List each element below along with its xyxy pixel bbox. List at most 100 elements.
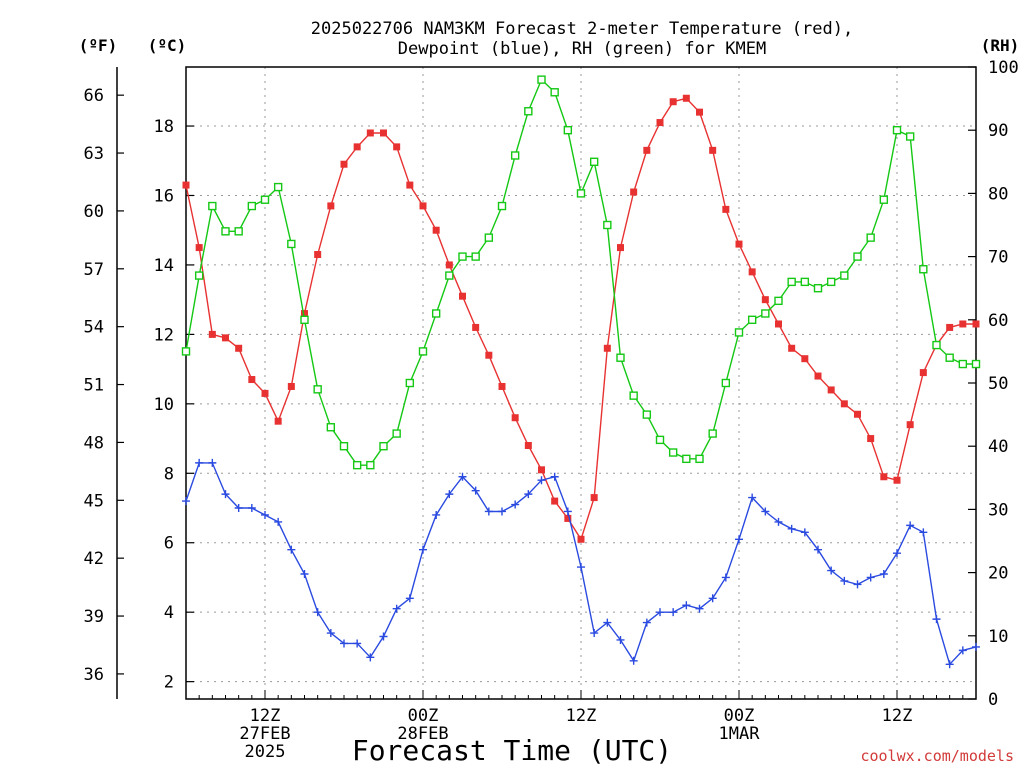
temperature-point [195, 244, 203, 252]
temperature-point [788, 344, 796, 352]
rh-point [971, 359, 981, 369]
temperature-point [445, 261, 453, 269]
dewpoint-point [814, 545, 822, 554]
rh-point [563, 125, 573, 135]
dewpoint-point [932, 615, 941, 624]
celsius-tick-label: 14 [154, 256, 174, 276]
rh-tick-label: 90 [988, 121, 1008, 141]
fahrenheit-tick-label: 54 [84, 318, 104, 338]
dewpoint-point [866, 573, 875, 582]
rh-point [905, 132, 915, 141]
fahrenheit-tick-label: 42 [84, 549, 104, 569]
rh-point [234, 227, 243, 236]
dewpoint-point [958, 646, 967, 655]
dewpoint-point [893, 549, 901, 558]
rh-point [458, 252, 467, 261]
dewpoint-point [906, 521, 915, 530]
rh-unit-label: (RH) [981, 36, 1020, 55]
temperature-point [630, 188, 638, 196]
temperature-point [919, 369, 927, 377]
temperature-point [972, 320, 980, 328]
temperature-point [735, 240, 743, 248]
dewpoint-point [879, 569, 888, 578]
temperature-point [564, 514, 572, 522]
temperature-point [380, 129, 387, 137]
rh-point [181, 347, 191, 356]
temperature-point [393, 143, 401, 151]
fahrenheit-tick-label: 66 [84, 86, 104, 106]
dewpoint-point [669, 608, 678, 617]
rh-point [379, 442, 388, 451]
dewpoint-point [695, 604, 704, 613]
rh-point [273, 182, 283, 192]
temperature-point [274, 417, 282, 425]
temperature-point [485, 351, 493, 359]
celsius-tick-label: 12 [154, 325, 174, 345]
rh-point [629, 391, 638, 400]
celsius-tick-label: 4 [164, 603, 174, 623]
dewpoint-point [563, 507, 572, 516]
rh-point [418, 347, 428, 356]
fahrenheit-tick-label: 36 [84, 665, 104, 685]
dewpoint-point [326, 629, 335, 638]
dewpoint-point [656, 608, 664, 617]
rh-point [247, 201, 257, 211]
rh-point [708, 429, 717, 438]
rh-tick-label: 50 [988, 374, 1008, 394]
dewpoint-point [247, 504, 256, 513]
x-tick-label: 12Z [566, 706, 597, 726]
celsius-tick-label: 2 [164, 673, 174, 693]
rh-point [194, 271, 204, 280]
temperature-point [893, 476, 901, 484]
temperature-point [235, 344, 243, 352]
rh-point [537, 75, 546, 84]
temperature-point [538, 466, 545, 474]
rh-tick-label: 10 [988, 627, 1008, 647]
x-tick-label: 12Z [250, 706, 281, 726]
dewpoint-point [642, 618, 651, 627]
fahrenheit-tick-label: 57 [84, 260, 104, 280]
temperature-point [301, 310, 308, 318]
dewpoint-point [221, 490, 230, 499]
dewpoint-point [340, 639, 348, 648]
temperature-point [748, 268, 756, 276]
dewpoint-point [590, 629, 599, 638]
temperature-point [182, 181, 190, 189]
temperature-point [577, 535, 585, 543]
rh-point [524, 107, 533, 116]
rh-point [287, 239, 296, 249]
celsius-tick-label: 8 [164, 464, 174, 484]
dewpoint-point [708, 594, 717, 603]
dewpoint-point [379, 632, 388, 641]
dewpoint-point [484, 507, 493, 516]
rh-point [366, 460, 375, 470]
temperature-point [603, 344, 611, 352]
rh-point [445, 271, 454, 280]
temperature-point [222, 334, 229, 342]
rh-point [840, 271, 849, 280]
rh-point [326, 423, 336, 432]
rh-point [260, 195, 270, 204]
rh-point [721, 378, 731, 388]
watermark: coolwx.com/models [860, 747, 1014, 765]
dewpoint-point [735, 535, 743, 544]
rh-point [826, 277, 836, 287]
dewpoint-point [840, 576, 849, 585]
temperature-point [722, 205, 730, 213]
x-tick-label: 12Z [882, 706, 913, 726]
rh-point [576, 189, 586, 198]
rh-tick-label: 80 [988, 184, 1008, 204]
temperature-point [656, 119, 664, 127]
dewpoint-point [458, 472, 467, 481]
rh-point [484, 233, 494, 242]
x-tick-label: 1MAR [719, 724, 761, 744]
rh-point [879, 195, 889, 204]
celsius-tick-label: 18 [154, 117, 174, 137]
celsius-tick-label: 10 [154, 395, 174, 415]
x-tick-label: 28FEB [397, 724, 448, 744]
rh-point [734, 328, 744, 337]
dewpoint-point [208, 458, 217, 467]
x-tick-label: 00Z [724, 706, 755, 726]
rh-point [471, 252, 480, 261]
temperature-point [761, 296, 769, 304]
